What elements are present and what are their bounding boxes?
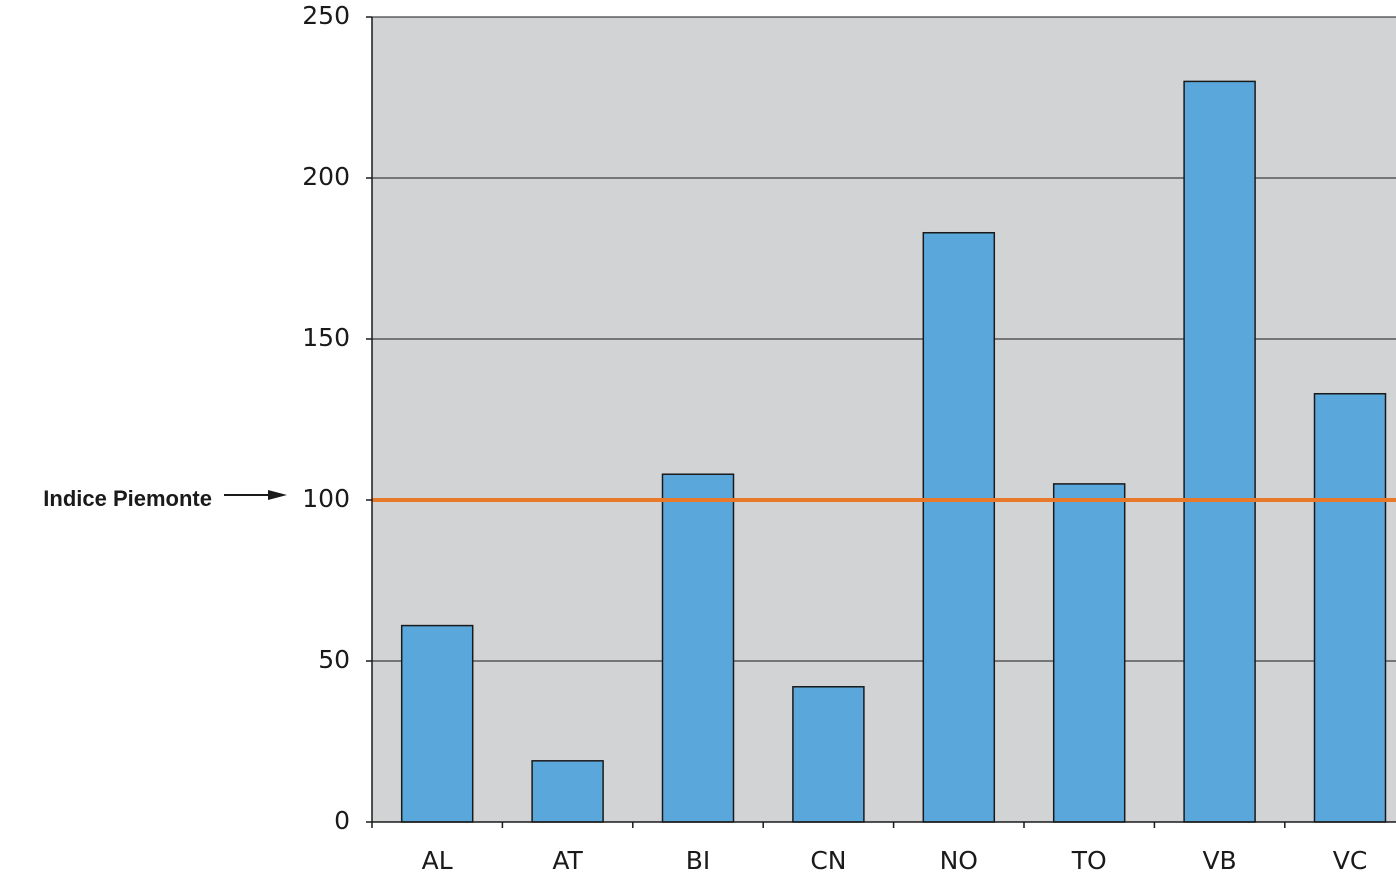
bars <box>400 80 1387 823</box>
x-tick-label: BI <box>686 846 711 875</box>
x-tick-label: TO <box>1071 846 1107 875</box>
y-tick-label: 50 <box>318 645 350 674</box>
x-tick-label: CN <box>810 846 846 875</box>
reference-line-label: Indice Piemonte <box>43 486 212 511</box>
x-tick-label: AT <box>552 846 583 875</box>
x-tick-label: NO <box>940 846 978 875</box>
bar <box>922 231 996 823</box>
bar <box>1313 392 1387 823</box>
y-tick-label: 0 <box>334 806 350 835</box>
x-ticks <box>371 822 1286 828</box>
x-tick-labels: AL AT BI CN NO TO VB VC <box>422 846 1368 875</box>
bar <box>400 624 474 823</box>
y-tick-labels: 0 50 100 150 200 250 <box>302 1 372 835</box>
bar <box>531 760 604 823</box>
x-tick-label: VC <box>1333 846 1368 875</box>
y-tick-label: 100 <box>302 484 350 513</box>
bar <box>792 686 865 823</box>
bar <box>661 473 735 823</box>
x-tick-label: VB <box>1202 846 1236 875</box>
y-tick-label: 250 <box>302 1 350 30</box>
y-tick-label: 200 <box>302 162 350 191</box>
reference-arrow-icon <box>224 490 287 500</box>
bar <box>1183 80 1256 823</box>
bar <box>1052 483 1126 823</box>
y-tick-label: 150 <box>302 323 350 352</box>
x-tick-label: AL <box>422 846 453 875</box>
